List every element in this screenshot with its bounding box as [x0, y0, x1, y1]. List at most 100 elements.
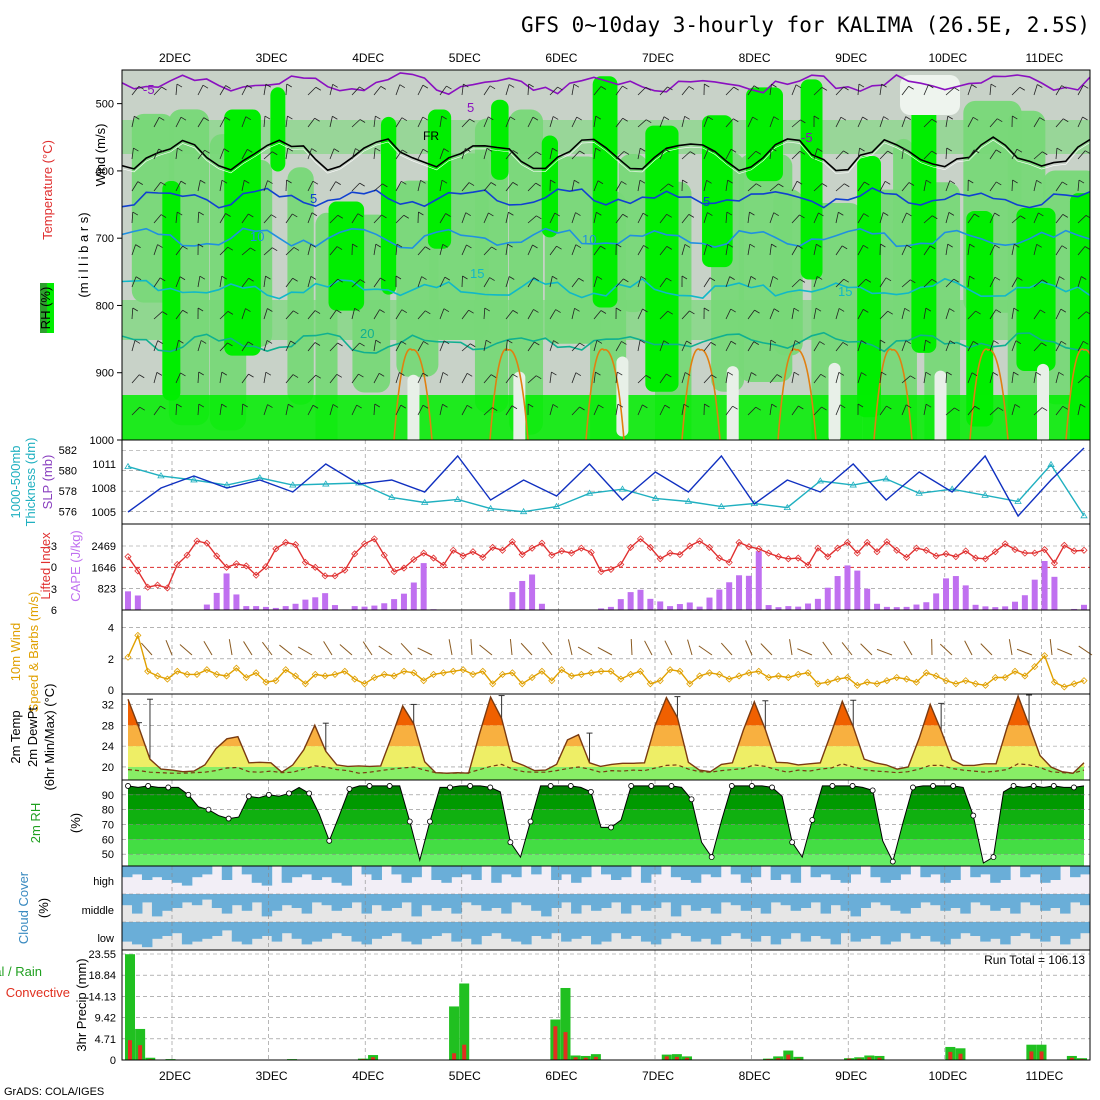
wind-barb: [901, 279, 911, 288]
lifted-index-line-point: [774, 553, 783, 561]
wind-speed-line-point: [439, 669, 447, 677]
wind-barb-flag: [442, 244, 448, 248]
wind-barb-flag: [264, 115, 271, 120]
wind-speed-line-point: [291, 672, 300, 680]
wind-speed-line-point: [696, 672, 704, 680]
wind-barb-flag: [425, 310, 431, 315]
wind-barb-flag: [332, 115, 338, 120]
ylabel-millibars: (m i l l i b a r s): [76, 212, 91, 297]
wind-barb-flag: [972, 116, 979, 121]
temperature-contours: [122, 72, 1090, 440]
cloud-high-bar: [710, 866, 722, 878]
wind-barb: [835, 183, 845, 192]
wind-barb: [597, 646, 613, 656]
wind-barb-flag: [375, 339, 381, 344]
cape-bar: [992, 607, 999, 610]
thickness-tick-label: 582: [59, 445, 77, 457]
cloud-middle-bar: [940, 894, 951, 911]
wind-barb-flag: [755, 150, 761, 155]
wind-speed-line-point: [843, 673, 852, 682]
wind-barb-flag: [643, 245, 649, 249]
precip-tick-label: 14.13: [88, 991, 116, 1003]
wind-barb-flag: [1040, 309, 1046, 314]
wind-barb-flag: [931, 278, 938, 283]
wind-speed-line-point: [163, 675, 171, 683]
wind-barb: [857, 148, 860, 160]
wind-barb-flag: [841, 245, 848, 250]
cloud-high-bar: [900, 866, 911, 875]
wind-barb-flag: [703, 307, 710, 312]
rh-dry-pocket: [407, 374, 420, 440]
cloud-high-bar: [930, 866, 941, 875]
wind-barb: [923, 279, 933, 288]
contour-label: 5: [467, 100, 474, 115]
wind-barb-flag: [882, 212, 889, 216]
wind-barb: [857, 309, 864, 320]
wind-barb-flag: [310, 243, 316, 248]
wind-barb: [945, 212, 950, 224]
wind-barb: [527, 215, 537, 224]
wind-barb: [263, 372, 267, 384]
wind-barb: [549, 148, 553, 160]
wind-barb-flag: [465, 212, 471, 217]
rh-plume: [491, 99, 509, 180]
wind-barb: [439, 372, 444, 384]
rh-point: [728, 783, 735, 789]
wind-barb: [241, 247, 251, 256]
thickness-line-point: [618, 485, 627, 492]
wind-barb-flag: [512, 373, 518, 378]
li-tick-label: 6: [51, 605, 57, 617]
wind-barb-flag: [352, 243, 358, 248]
cape-bar: [765, 605, 772, 610]
wind-barb: [901, 404, 907, 416]
wind-barb-flag: [312, 180, 319, 185]
lifted-index-line-point: [193, 537, 201, 545]
lifted-index-line-point: [745, 543, 753, 551]
cloud-high-bar: [311, 866, 323, 880]
wind-barb: [945, 244, 949, 256]
wind-barb: [1057, 648, 1073, 656]
ylabel-wind-speed: Speed & Barbs (m/s): [26, 592, 41, 713]
wind-barb: [175, 245, 183, 256]
lifted-index-line-point: [794, 554, 802, 562]
cloud-middle-bar: [351, 894, 363, 903]
ylabel-thickness-2: Thickness (dm): [23, 438, 38, 527]
wind-barb: [461, 148, 466, 160]
wind-barb: [681, 310, 690, 320]
lifted-index-line-point: [784, 555, 792, 563]
wind-barb: [439, 180, 443, 192]
wind-barb-flag: [1020, 215, 1026, 220]
wind-barb: [307, 374, 317, 384]
wind-barb: [1077, 116, 1083, 128]
wind-barb: [219, 404, 223, 416]
lifted-index-line-point: [577, 544, 585, 552]
wind-barb-flag: [617, 371, 623, 376]
wind-barb-flag: [708, 148, 714, 153]
lifted-index-line-point: [1011, 545, 1019, 554]
cloud-middle-bar: [391, 894, 402, 908]
rh-plume: [328, 201, 365, 311]
wind-barb: [329, 278, 339, 288]
wind-barb-flag: [199, 275, 206, 280]
rh-point: [447, 784, 453, 791]
lifted-index-line-point: [1031, 549, 1039, 557]
wind-barb: [395, 372, 400, 384]
wind-barb-flag: [646, 119, 652, 124]
wind-barb-flag: [754, 309, 760, 314]
rh-plume: [746, 87, 783, 182]
cape-bar: [726, 582, 733, 610]
cape-bar: [1021, 595, 1028, 610]
ylabel-lifted-index: Lifted Index: [38, 532, 53, 600]
cloud-low-bar: [311, 922, 323, 942]
wind-barb-flag: [994, 244, 1000, 249]
wind-barb: [1033, 151, 1043, 160]
wind-barb-flag: [995, 149, 1002, 154]
wind-barb-flag: [287, 147, 293, 152]
lifted-index-line-point: [410, 555, 418, 564]
wind-barb-flag: [615, 307, 622, 312]
wind-barb: [395, 244, 398, 256]
wind-barb: [1033, 407, 1043, 416]
wind-barb-flag: [864, 181, 870, 186]
cloud-low-bar: [501, 922, 512, 939]
wind-barb: [1033, 212, 1039, 224]
